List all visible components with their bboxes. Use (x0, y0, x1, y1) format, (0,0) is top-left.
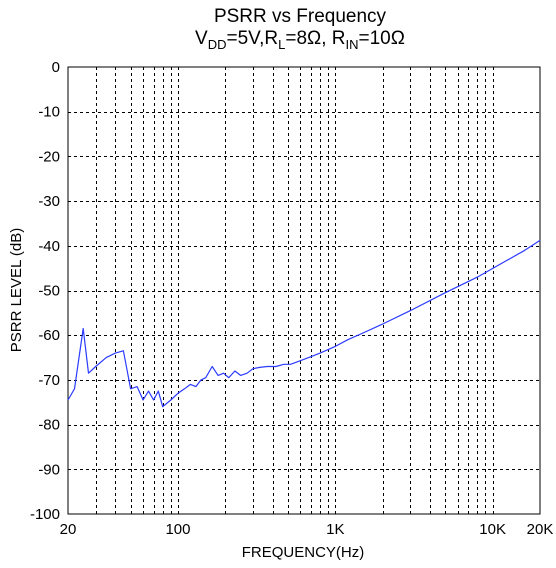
y-tick-label: -90 (38, 461, 60, 478)
y-axis-ticks: 0 -10 -20 -30 -40 -50 -60 -70 -80 -90 -100 (30, 59, 60, 523)
y-tick-label: -70 (38, 372, 60, 389)
psrr-series-line (67, 239, 541, 408)
y-tick-label: -30 (38, 193, 60, 210)
subtitle-part: =10Ω (359, 28, 405, 49)
y-axis-label: PSRR LEVEL (dB) (8, 228, 25, 353)
x-tick-label: 20K (527, 521, 554, 538)
x-tick-label: 20 (60, 521, 77, 538)
y-tick-label: -40 (38, 238, 60, 255)
grid-lines (68, 67, 540, 514)
x-tick-label: 1K (326, 521, 344, 538)
y-tick-label: 0 (52, 59, 60, 76)
x-tick-label: 100 (165, 521, 190, 538)
subtitle-part: L (278, 37, 285, 52)
subtitle-part: DD (208, 37, 227, 52)
x-axis-label: FREQUENCY(Hz) (242, 544, 365, 561)
chart-subtitle: VDD=5V,RL=8Ω, RIN=10Ω (195, 28, 405, 52)
subtitle-part: V (195, 28, 208, 49)
y-tick-label: -80 (38, 417, 60, 434)
y-tick-label: -100 (30, 506, 60, 523)
subtitle-part: IN (346, 37, 359, 52)
subtitle-part: =8Ω, R (285, 28, 345, 49)
subtitle-part: =5V,R (227, 28, 279, 49)
y-tick-label: -20 (38, 148, 60, 165)
chart-title: PSRR vs Frequency (214, 6, 387, 27)
y-tick-label: -50 (38, 283, 60, 300)
series-layer (67, 239, 541, 408)
x-tick-label: 10K (479, 521, 506, 538)
x-axis-ticks: 20 100 1K 10K 20K (60, 521, 554, 538)
y-tick-label: -10 (38, 104, 60, 121)
y-tick-label: -60 (38, 327, 60, 344)
plot-frame (67, 66, 541, 515)
